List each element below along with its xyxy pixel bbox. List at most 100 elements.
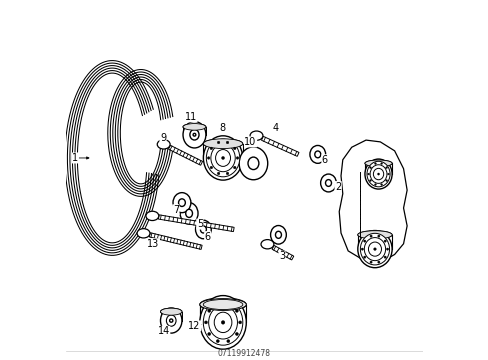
Ellipse shape [183,122,205,148]
Circle shape [207,332,210,336]
Text: 14: 14 [157,326,169,336]
Circle shape [380,163,382,165]
Ellipse shape [325,180,331,186]
Circle shape [369,167,370,168]
Ellipse shape [369,165,386,183]
Circle shape [210,166,212,169]
Circle shape [377,235,379,237]
Circle shape [226,141,228,144]
Ellipse shape [214,312,231,333]
Circle shape [369,261,371,263]
Ellipse shape [215,149,230,166]
Ellipse shape [183,123,205,130]
Circle shape [377,173,379,175]
Polygon shape [339,140,407,262]
Ellipse shape [206,139,239,177]
Ellipse shape [178,199,185,206]
Ellipse shape [185,209,192,217]
Text: 8: 8 [219,123,224,132]
Ellipse shape [160,308,182,315]
Ellipse shape [309,145,325,163]
Ellipse shape [208,306,237,339]
Circle shape [226,339,229,343]
Circle shape [361,248,363,250]
Circle shape [374,184,376,185]
Text: 4: 4 [272,123,279,132]
Ellipse shape [137,229,150,238]
Text: 7: 7 [172,205,179,215]
Circle shape [233,166,236,169]
Circle shape [207,309,210,312]
Ellipse shape [373,168,383,180]
Ellipse shape [200,298,246,310]
Text: 11: 11 [184,112,197,122]
Circle shape [235,332,238,336]
Ellipse shape [364,159,391,189]
Circle shape [238,321,241,324]
Circle shape [383,256,386,258]
Ellipse shape [166,315,176,326]
Circle shape [235,309,238,312]
Text: 6: 6 [321,155,327,165]
Ellipse shape [160,308,182,315]
Text: 1: 1 [72,153,79,163]
Text: 10: 10 [244,137,256,147]
Polygon shape [158,215,234,231]
Circle shape [216,339,219,343]
Ellipse shape [364,160,391,167]
Circle shape [226,302,229,305]
Circle shape [374,163,376,165]
Circle shape [169,319,172,322]
Circle shape [386,248,388,250]
Ellipse shape [160,308,182,333]
Text: 5: 5 [196,219,203,229]
Ellipse shape [261,240,273,249]
Circle shape [233,147,236,150]
Circle shape [380,184,382,185]
Ellipse shape [180,203,198,224]
Circle shape [207,157,209,159]
Ellipse shape [183,123,205,130]
Ellipse shape [203,139,242,149]
Ellipse shape [320,174,336,192]
Circle shape [210,147,212,150]
Ellipse shape [200,298,246,311]
Ellipse shape [270,225,286,244]
Circle shape [367,173,368,175]
Text: 6: 6 [204,231,210,242]
Polygon shape [149,233,202,249]
Circle shape [363,240,365,242]
Ellipse shape [145,211,159,221]
Ellipse shape [366,161,389,187]
Circle shape [236,157,238,159]
Ellipse shape [360,233,389,265]
Polygon shape [261,136,298,156]
Circle shape [385,167,386,168]
Text: 07119912478: 07119912478 [218,349,270,358]
Ellipse shape [203,139,242,149]
Ellipse shape [239,147,267,180]
Circle shape [204,321,207,324]
Ellipse shape [249,131,263,140]
Ellipse shape [247,157,258,170]
Ellipse shape [173,193,190,213]
Circle shape [221,320,224,324]
Circle shape [385,180,386,181]
Circle shape [226,172,228,175]
Circle shape [387,173,388,175]
Circle shape [193,133,195,136]
Ellipse shape [357,230,391,268]
Text: 13: 13 [147,239,159,249]
Ellipse shape [314,151,320,158]
Polygon shape [168,145,202,165]
Polygon shape [271,246,293,260]
Ellipse shape [157,140,170,149]
Ellipse shape [364,238,385,261]
Ellipse shape [357,231,391,239]
Text: 2: 2 [334,181,341,192]
Ellipse shape [203,300,243,345]
Circle shape [363,256,365,258]
Circle shape [217,172,220,175]
Ellipse shape [210,144,235,172]
Circle shape [383,240,386,242]
